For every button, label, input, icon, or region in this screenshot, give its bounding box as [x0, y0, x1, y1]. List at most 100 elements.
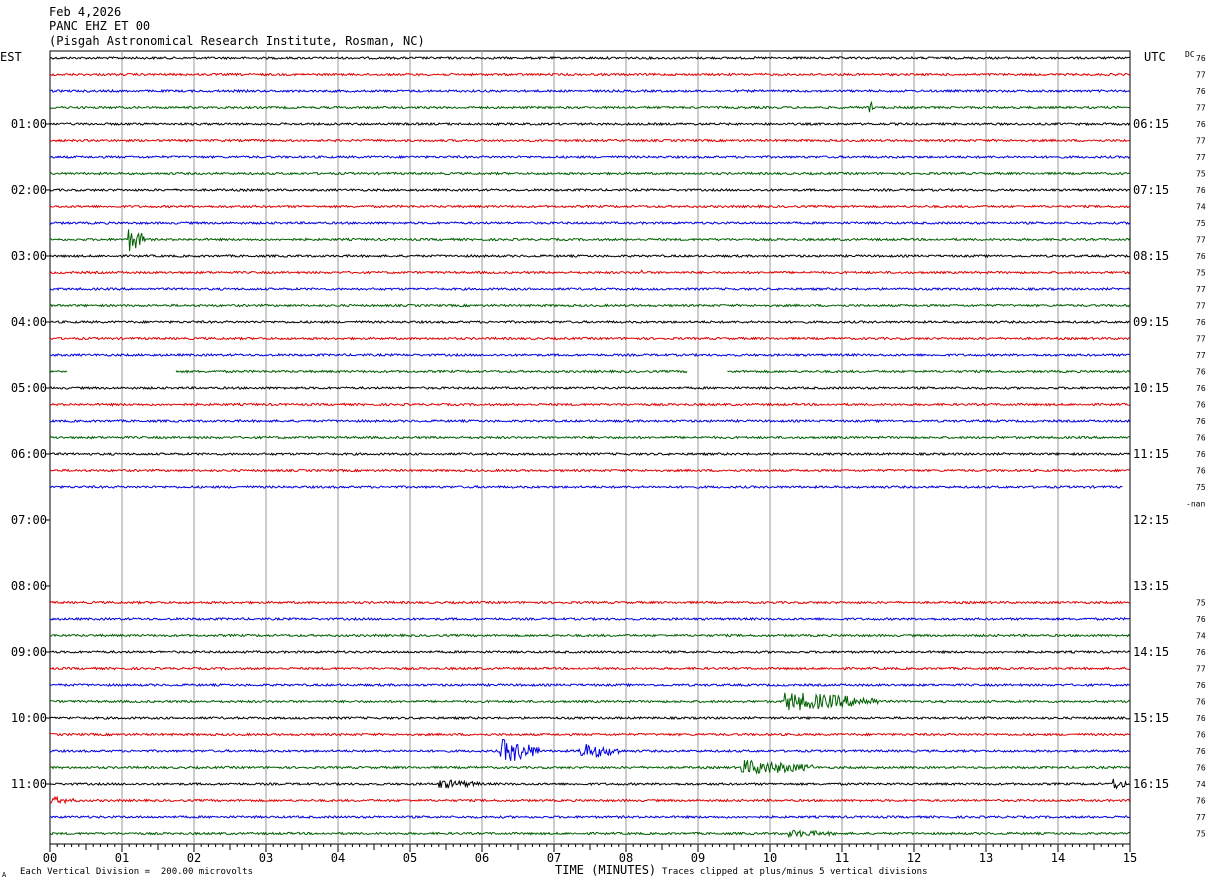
left-hour-label: 06:00 — [11, 447, 47, 461]
dc-value: 76 — [1196, 401, 1206, 410]
right-hour-label: 10:15 — [1133, 381, 1169, 395]
dc-value: 76 — [1196, 747, 1206, 756]
left-hour-label: 07:00 — [11, 513, 47, 527]
dc-value: 75 — [1196, 269, 1206, 278]
dc-value: 76 — [1196, 764, 1206, 773]
trace-12 — [49, 253, 1130, 259]
dc-value: 77 — [1196, 137, 1206, 146]
dc-value: 75 — [1196, 830, 1206, 839]
dc-value: 76 — [1196, 797, 1206, 806]
trace-1 — [49, 72, 1130, 77]
dc-value: 76 — [1196, 434, 1206, 443]
trace-15 — [49, 303, 1131, 308]
x-tick-label: 14 — [1051, 851, 1065, 865]
left-hour-label: 03:00 — [11, 249, 47, 263]
dc-value: 77 — [1196, 285, 1206, 294]
trace-3 — [49, 100, 1130, 113]
dc-value: 76 — [1196, 252, 1206, 261]
dc-value: 77 — [1196, 71, 1206, 80]
dc-value: -nan — [1186, 500, 1205, 509]
dc-value: 76 — [1196, 615, 1206, 624]
left-zone-label: EST — [0, 50, 22, 64]
trace-26 — [49, 484, 1123, 490]
trace-20 — [49, 385, 1131, 391]
trace-46 — [50, 814, 1130, 820]
trace-34 — [49, 616, 1130, 622]
x-axis-title: TIME (MINUTES) — [555, 863, 657, 877]
dc-value: 76 — [1196, 731, 1206, 740]
trace-2 — [49, 88, 1130, 94]
trace-38 — [49, 682, 1130, 688]
x-tick-label: 08 — [619, 851, 633, 865]
trace-33 — [49, 600, 1130, 605]
header-institute: (Pisgah Astronomical Research Institute,… — [49, 34, 425, 48]
trace-18 — [50, 352, 1130, 358]
x-tick-label: 12 — [907, 851, 921, 865]
trace-11 — [50, 229, 1131, 252]
dc-value: 77 — [1196, 665, 1206, 674]
trace-13 — [49, 269, 1130, 275]
x-tick-label: 09 — [691, 851, 705, 865]
x-tick-label: 06 — [475, 851, 489, 865]
left-hour-label: 08:00 — [11, 579, 47, 593]
dc-value: 77 — [1196, 104, 1206, 113]
dc-value: 76 — [1196, 186, 1206, 195]
dc-value: 76 — [1196, 698, 1206, 707]
corner-mark: A — [2, 871, 7, 879]
dc-value: 77 — [1196, 302, 1206, 311]
trace-43 — [49, 759, 1130, 775]
x-tick-label: 03 — [259, 851, 273, 865]
dc-value: 77 — [1196, 335, 1206, 344]
dc-value: 76 — [1196, 417, 1206, 426]
trace-9 — [49, 204, 1130, 209]
right-hour-label: 15:15 — [1133, 711, 1169, 725]
dc-value: 76 — [1196, 87, 1206, 96]
x-tick-label: 01 — [115, 851, 129, 865]
x-tick-label: 15 — [1123, 851, 1137, 865]
trace-47 — [49, 829, 1130, 839]
right-zone-label: UTC — [1144, 50, 1166, 64]
clip-note: Traces clipped at plus/minus 5 vertical … — [662, 867, 928, 877]
left-hour-label: 11:00 — [11, 777, 47, 791]
trace-42 — [49, 738, 1130, 761]
dc-value: 76 — [1196, 54, 1206, 63]
dc-value: 76 — [1196, 714, 1206, 723]
left-hour-label: 10:00 — [11, 711, 47, 725]
dc-value: 77 — [1196, 153, 1206, 162]
dc-value: 76 — [1196, 384, 1206, 393]
trace-45 — [49, 795, 1131, 805]
dc-value: 76 — [1196, 450, 1206, 459]
dc-value: 77 — [1196, 351, 1206, 360]
division-note: Each Vertical Division = 200.00 microvol… — [20, 867, 253, 877]
dc-value: 77 — [1196, 236, 1206, 245]
trace-17 — [49, 336, 1130, 341]
dc-value: 75 — [1196, 219, 1206, 228]
right-hour-label: 13:15 — [1133, 579, 1169, 593]
trace-35 — [49, 633, 1130, 638]
left-hour-label: 04:00 — [11, 315, 47, 329]
dc-value: 76 — [1196, 368, 1206, 377]
trace-16 — [49, 319, 1130, 325]
header-date: Feb 4,2026 — [49, 5, 122, 19]
x-tick-label: 04 — [331, 851, 345, 865]
left-hour-label: 09:00 — [11, 645, 47, 659]
x-tick-label: 10 — [763, 851, 777, 865]
x-tick-label: 11 — [835, 851, 849, 865]
trace-7 — [49, 171, 1130, 176]
dc-value: 75 — [1196, 483, 1206, 492]
dc-value: 76 — [1196, 120, 1206, 129]
dc-value: 75 — [1196, 599, 1206, 608]
trace-22 — [49, 418, 1131, 424]
trace-6 — [49, 154, 1130, 160]
dc-value: 74 — [1196, 632, 1206, 641]
trace-25 — [49, 468, 1130, 473]
dc-value: 75 — [1196, 170, 1206, 179]
trace-44 — [49, 778, 1130, 790]
right-hour-label: 16:15 — [1133, 777, 1169, 791]
trace-40 — [49, 715, 1130, 721]
right-hour-label: 07:15 — [1133, 183, 1169, 197]
dc-value: 77 — [1196, 813, 1206, 822]
x-tick-label: 02 — [187, 851, 201, 865]
trace-37 — [49, 666, 1130, 671]
